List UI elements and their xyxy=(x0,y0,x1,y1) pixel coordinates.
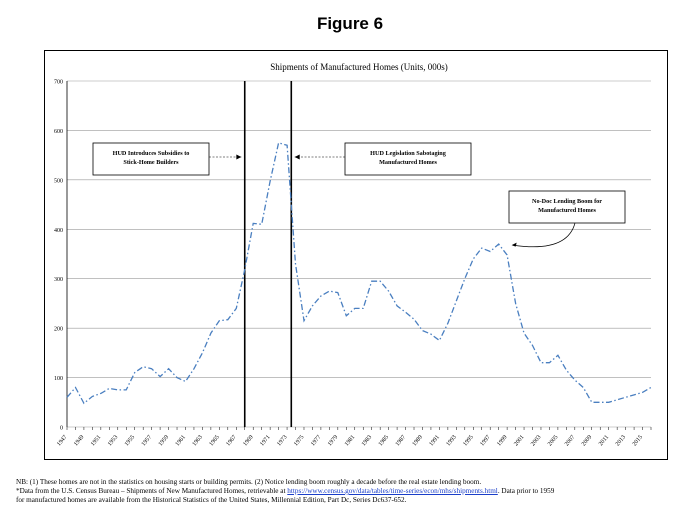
annotation-arrowhead xyxy=(294,154,300,160)
y-tick-label: 100 xyxy=(54,376,63,382)
annotation-text: HUD Introduces Subsidies to xyxy=(113,150,190,157)
y-tick-label: 700 xyxy=(54,80,63,86)
x-tick-label: 2015 xyxy=(632,434,644,447)
annotation-text: No-Doc Lending Boom for xyxy=(532,198,602,205)
x-tick-label: 2005 xyxy=(547,434,559,447)
x-tick-label: 1959 xyxy=(158,434,170,447)
x-tick-label: 1999 xyxy=(496,434,508,447)
x-tick-label: 1973 xyxy=(276,434,288,447)
footnote-line-2-prefix: *Data from the U.S. Census Bureau – Ship… xyxy=(16,487,288,495)
x-tick-label: 2013 xyxy=(615,434,627,447)
chart-frame: Shipments of Manufactured Homes (Units, … xyxy=(44,50,668,460)
x-tick-label: 2009 xyxy=(581,434,593,447)
x-tick-label: 1963 xyxy=(192,434,204,447)
x-tick-label: 1985 xyxy=(378,434,390,447)
x-tick-label: 1967 xyxy=(225,434,237,447)
footnote-line-3: for manufactured homes are available fro… xyxy=(16,496,407,504)
annotation-box xyxy=(92,142,210,176)
x-tick-label: 1989 xyxy=(412,434,424,447)
x-tick-label: 1983 xyxy=(361,434,373,447)
x-tick-label: 1975 xyxy=(293,434,305,447)
x-tick-label: 2003 xyxy=(530,434,542,447)
x-tick-label: 1991 xyxy=(429,434,441,447)
x-tick-label: 1997 xyxy=(479,434,491,447)
annotation-arrowhead xyxy=(236,154,242,160)
footnote-line-1: NB: (1) These homes are not in the stati… xyxy=(16,478,482,486)
annotation-text: Manufactured Homes xyxy=(379,159,437,166)
annotation-box xyxy=(344,142,472,176)
chart-title: Shipments of Manufactured Homes (Units, … xyxy=(270,62,447,72)
x-tick-label: 2011 xyxy=(598,434,610,447)
annotation-text: Manufactured Homes xyxy=(538,207,596,214)
annotation-text: Stick-Home Builders xyxy=(123,159,179,166)
footnote-line-2-suffix: . Data prior to 1959 xyxy=(497,487,555,495)
x-tick-label: 1951 xyxy=(90,434,102,447)
x-tick-label: 2001 xyxy=(513,434,525,447)
annotation-box xyxy=(508,190,626,224)
annotation-arrowhead xyxy=(511,242,517,247)
x-tick-label: 1993 xyxy=(446,434,458,447)
x-tick-label: 1977 xyxy=(310,434,322,447)
footnote-line-2: *Data from the U.S. Census Bureau – Ship… xyxy=(16,487,696,496)
y-tick-label: 400 xyxy=(54,228,63,234)
x-tick-label: 1971 xyxy=(259,434,271,447)
x-tick-label: 1979 xyxy=(327,434,339,447)
y-tick-label: 500 xyxy=(54,178,63,184)
series-line xyxy=(66,141,652,405)
x-tick-label: 1949 xyxy=(73,434,85,447)
y-tick-label: 0 xyxy=(60,426,63,432)
line-chart: Shipments of Manufactured Homes (Units, … xyxy=(54,62,652,447)
figure-title: Figure 6 xyxy=(316,14,384,33)
x-tick-label: 1965 xyxy=(209,434,221,447)
y-tick-label: 600 xyxy=(54,129,63,135)
y-tick-label: 300 xyxy=(54,277,63,283)
x-tick-label: 2007 xyxy=(564,434,576,447)
x-tick-label: 1987 xyxy=(395,434,407,447)
x-tick-label: 1969 xyxy=(242,434,254,447)
annotation-text: HUD Legislation Sabotaging xyxy=(370,150,447,157)
x-tick-label: 1981 xyxy=(344,434,356,447)
footnotes: NB: (1) These homes are not in the stati… xyxy=(16,478,696,505)
x-tick-label: 1955 xyxy=(124,434,136,447)
x-tick-label: 1995 xyxy=(462,434,474,447)
x-tick-label: 1947 xyxy=(56,434,68,447)
y-tick-label: 200 xyxy=(54,327,63,333)
x-tick-label: 1961 xyxy=(175,434,187,447)
annotation-arrow xyxy=(512,222,576,248)
x-tick-label: 1957 xyxy=(141,434,153,447)
x-tick-label: 1953 xyxy=(107,434,119,447)
census-data-link[interactable]: https://www.census.gov/data/tables/time-… xyxy=(287,487,498,495)
